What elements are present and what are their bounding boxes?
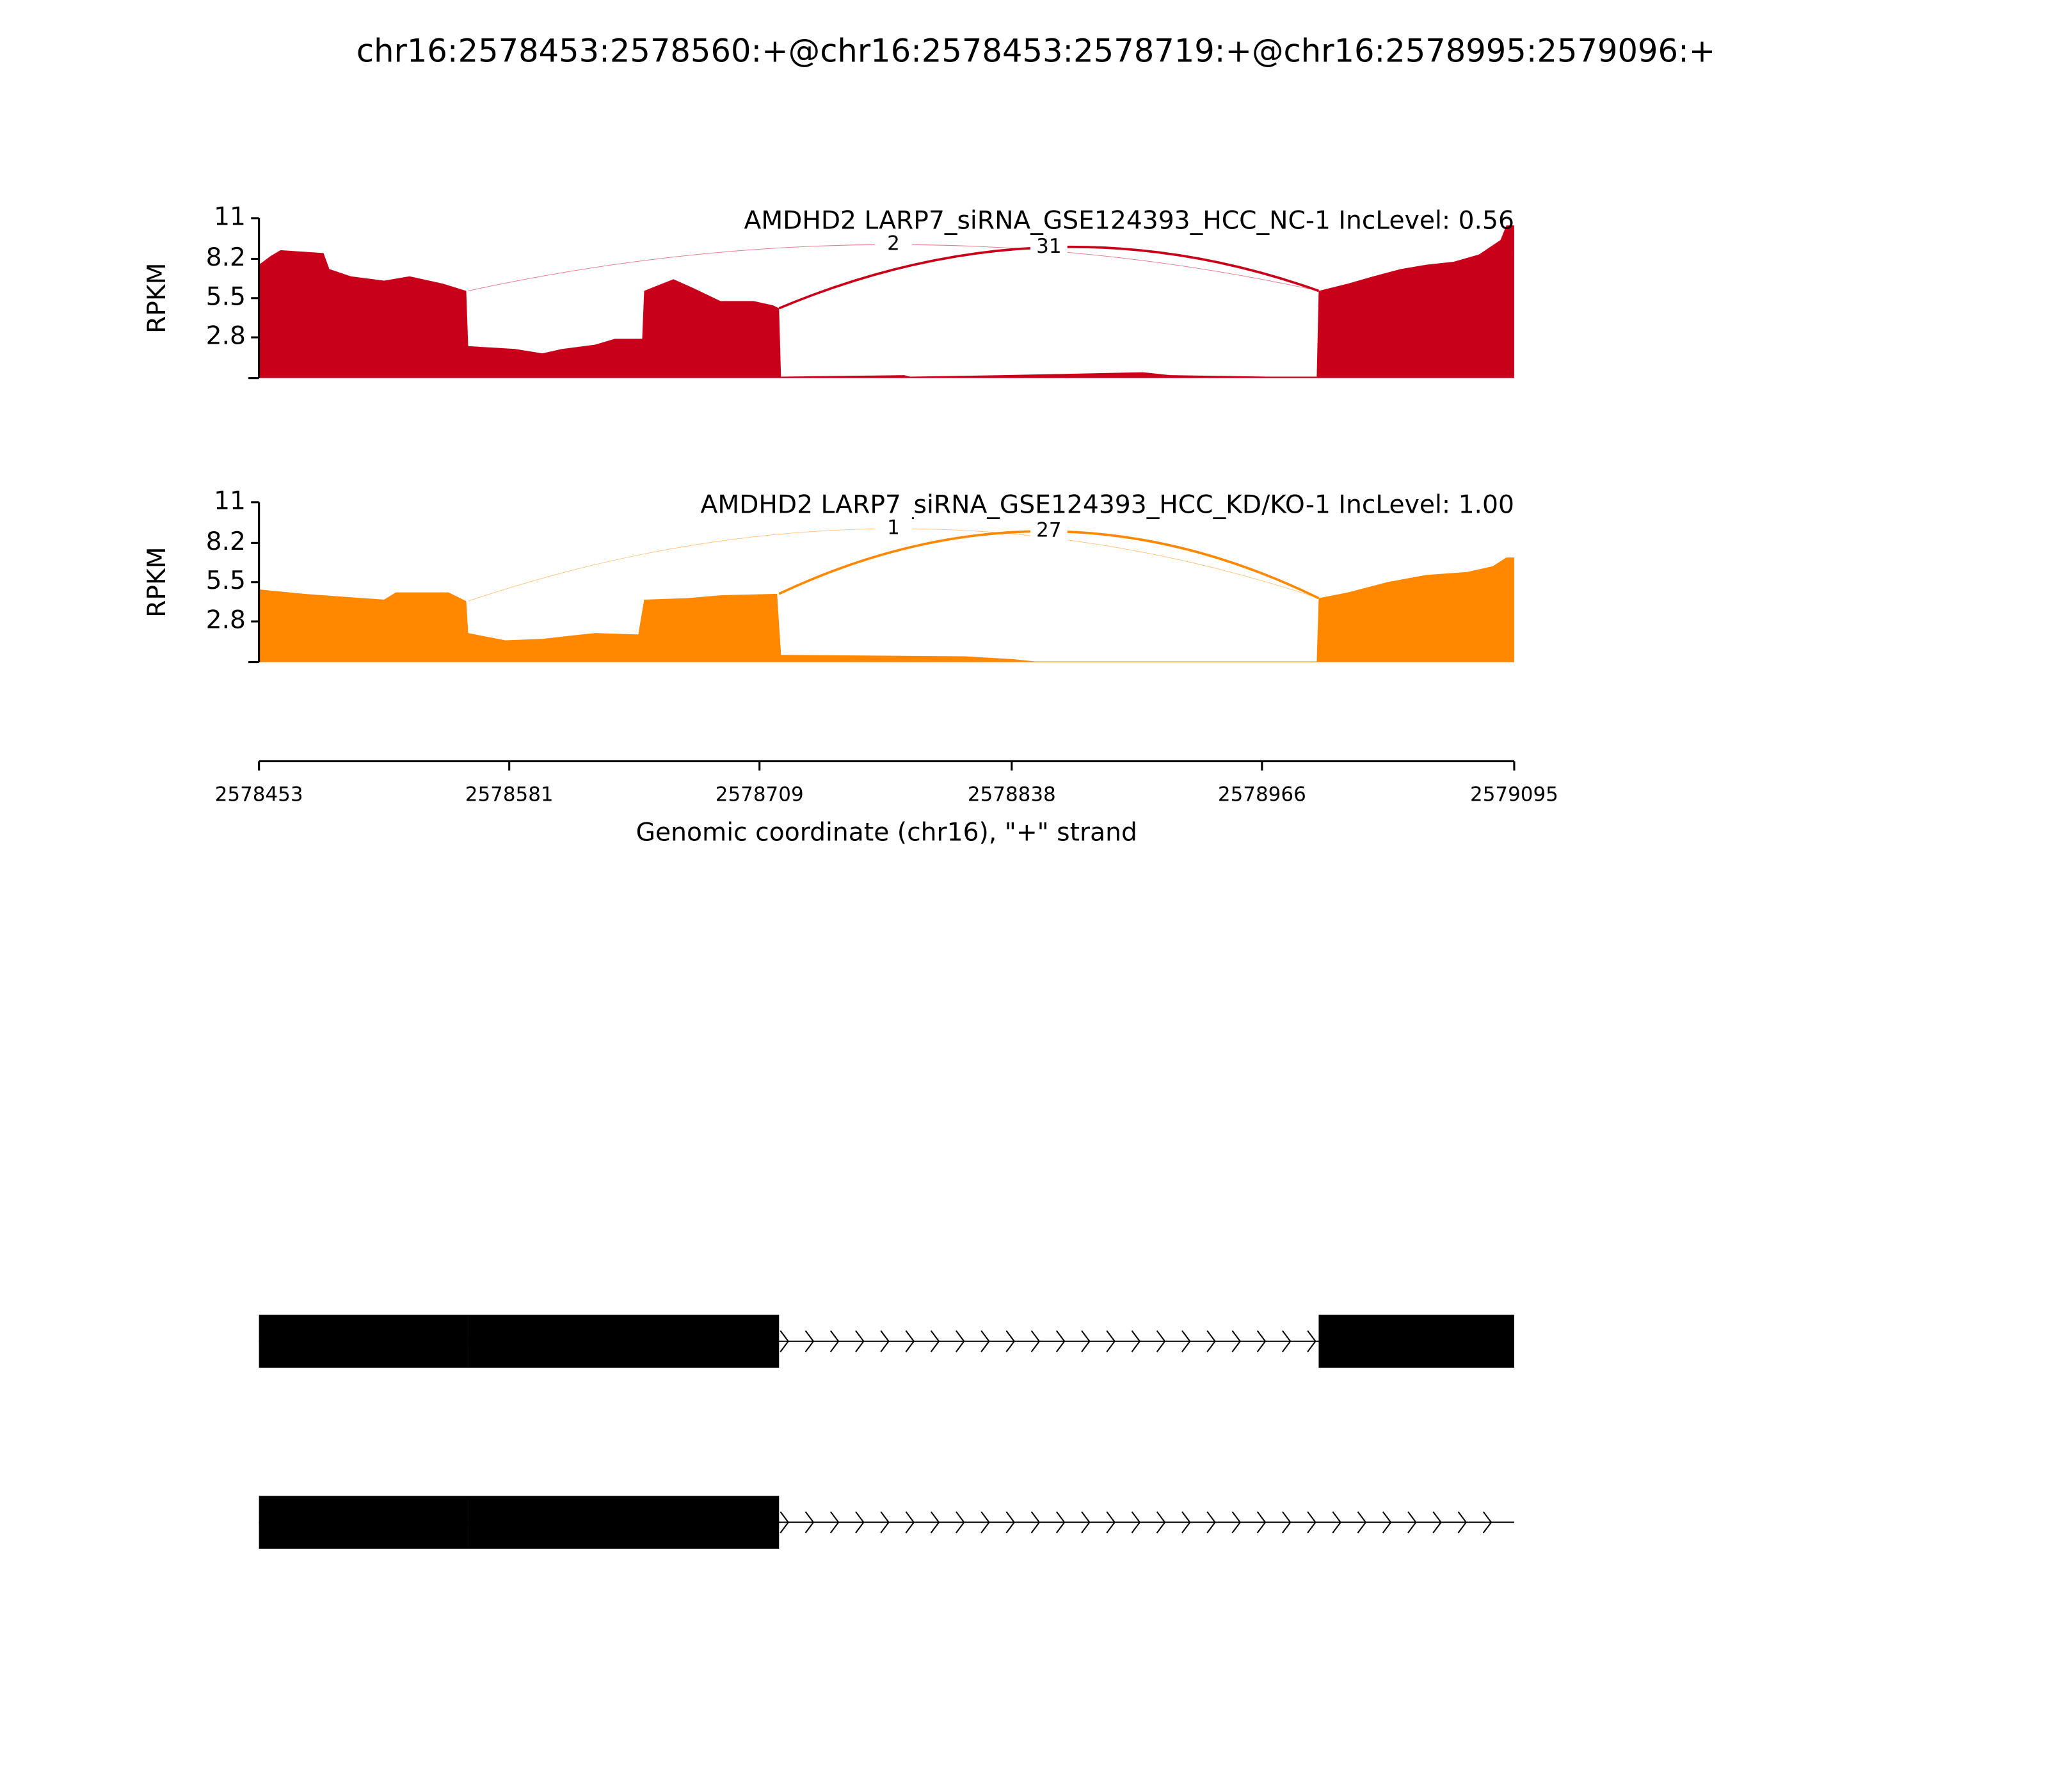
chevron xyxy=(1081,1330,1091,1352)
exon xyxy=(468,1315,780,1368)
chevron xyxy=(1332,1511,1341,1533)
chevron xyxy=(1482,1511,1492,1533)
chevron xyxy=(1156,1511,1166,1533)
chevron xyxy=(1457,1511,1468,1533)
chevron xyxy=(1206,1330,1216,1352)
x-tick-label: 2578581 xyxy=(465,783,554,806)
chevron xyxy=(1005,1511,1016,1533)
chevron xyxy=(1106,1330,1116,1352)
chevron xyxy=(1181,1330,1191,1352)
chevron xyxy=(780,1511,790,1533)
chevron xyxy=(905,1330,915,1352)
chevron xyxy=(905,1511,915,1533)
x-tick-label: 2578966 xyxy=(1218,783,1306,806)
exon xyxy=(1318,1315,1514,1368)
chevron xyxy=(1256,1330,1267,1352)
y-tick-label: 5.5 xyxy=(206,566,246,595)
chevron xyxy=(1030,1511,1041,1533)
exon xyxy=(259,1315,468,1368)
y-tick-label: 11 xyxy=(214,486,246,515)
chevron xyxy=(1282,1511,1292,1533)
junction-count: 31 xyxy=(1036,235,1061,258)
chevron xyxy=(880,1330,890,1352)
chevron xyxy=(829,1511,840,1533)
chevron xyxy=(880,1511,890,1533)
y-axis-label: RPKM xyxy=(143,263,172,333)
y-tick-label: 5.5 xyxy=(206,282,246,311)
chevron xyxy=(1156,1330,1166,1352)
chevron xyxy=(1231,1511,1242,1533)
junction-count: 1 xyxy=(887,516,900,540)
chevron xyxy=(1231,1330,1242,1352)
chevron xyxy=(1055,1511,1066,1533)
chevron xyxy=(1030,1330,1041,1352)
x-tick-label: 2578453 xyxy=(215,783,303,806)
x-axis-label: Genomic coordinate (chr16), "+" strand xyxy=(636,818,1137,847)
chevron xyxy=(804,1330,815,1352)
junction-count: 2 xyxy=(887,232,900,255)
junction-count: 27 xyxy=(1036,519,1061,542)
chevron xyxy=(1081,1511,1091,1533)
chevron xyxy=(1005,1330,1016,1352)
y-tick-label: 11 xyxy=(214,202,246,231)
plot-title: chr16:2578453:2578560:+@chr16:2578453:25… xyxy=(356,32,1715,69)
y-tick-label: 8.2 xyxy=(206,243,246,272)
chevron xyxy=(1106,1511,1116,1533)
chevron xyxy=(1131,1330,1141,1352)
chevron xyxy=(980,1511,990,1533)
chevron xyxy=(855,1511,865,1533)
y-tick-label: 2.8 xyxy=(206,605,246,634)
y-tick-label: 8.2 xyxy=(206,527,246,556)
x-tick-label: 2579095 xyxy=(1470,783,1558,806)
chevron xyxy=(1282,1330,1292,1352)
chevron xyxy=(930,1511,940,1533)
chevron xyxy=(780,1330,790,1352)
chevron xyxy=(1256,1511,1267,1533)
x-tick-label: 2578838 xyxy=(968,783,1056,806)
chevron xyxy=(1181,1511,1191,1533)
junction-label-bg xyxy=(875,232,912,257)
chevron xyxy=(1432,1511,1442,1533)
chevron xyxy=(804,1511,815,1533)
chevron xyxy=(930,1330,940,1352)
chevron xyxy=(1307,1511,1316,1533)
track-title: AMDHD2 LARP7_siRNA_GSE124393_HCC_NC-1 In… xyxy=(744,207,1514,236)
chevron xyxy=(829,1330,840,1352)
track-title: AMDHD2 LARP7_siRNA_GSE124393_HCC_KD/KO-1… xyxy=(701,490,1514,519)
coverage-area xyxy=(259,557,1514,662)
x-tick-label: 2578709 xyxy=(716,783,804,806)
chevron xyxy=(1307,1330,1316,1352)
chevron xyxy=(855,1330,865,1352)
exon xyxy=(468,1496,780,1549)
chevron xyxy=(956,1511,965,1533)
y-tick-label: 2.8 xyxy=(206,322,246,351)
chevron xyxy=(956,1330,965,1352)
chevron xyxy=(1382,1511,1392,1533)
junction-label-bg xyxy=(1030,519,1068,543)
chevron xyxy=(1206,1511,1216,1533)
y-axis-label: RPKM xyxy=(143,547,172,617)
exon xyxy=(259,1496,468,1549)
chevron xyxy=(980,1330,990,1352)
coverage-area xyxy=(259,225,1514,378)
junction-label-bg xyxy=(875,516,912,541)
chevron xyxy=(1357,1511,1367,1533)
chevron xyxy=(1131,1511,1141,1533)
chevron xyxy=(1407,1511,1417,1533)
junction-label-bg xyxy=(1030,235,1068,259)
chevron xyxy=(1055,1330,1066,1352)
